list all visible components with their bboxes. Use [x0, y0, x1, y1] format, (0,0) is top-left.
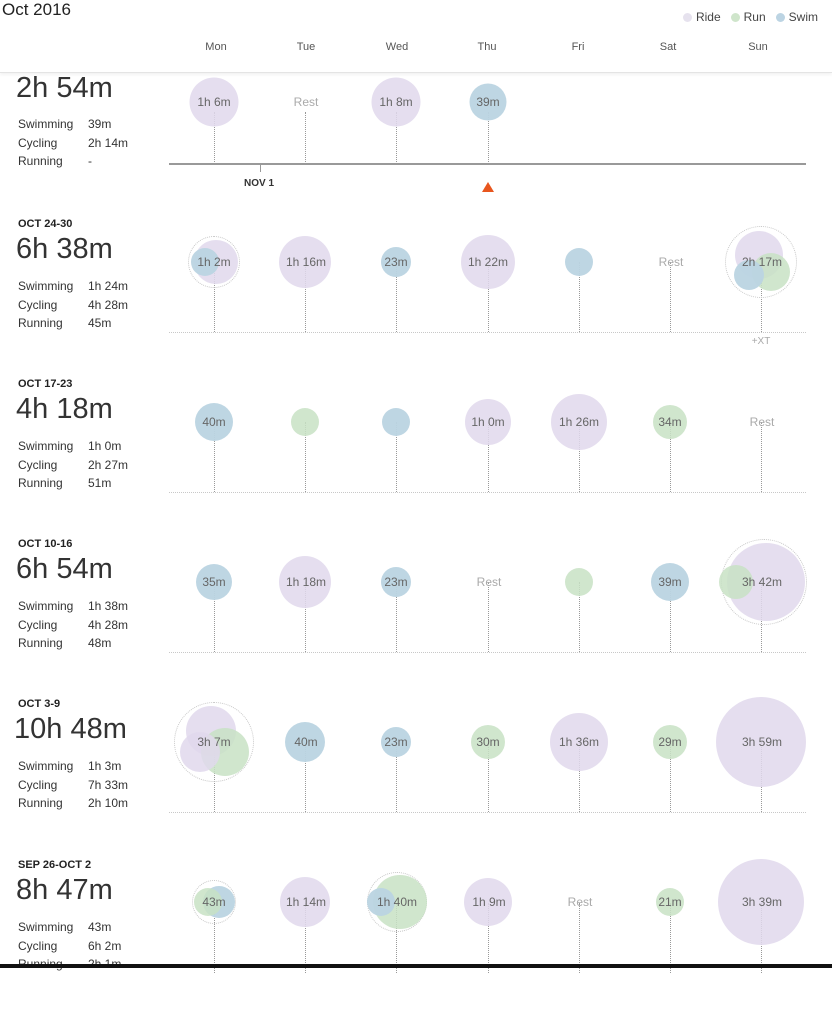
- workout-bubble[interactable]: [719, 565, 753, 599]
- week-baseline: [169, 492, 806, 493]
- week-row: OCT 3-9 10h 48m Swimming 1h 3m Cycling 7h …: [0, 697, 832, 858]
- workout-bubble[interactable]: [382, 408, 410, 436]
- workout-bubble[interactable]: [718, 859, 804, 945]
- workout-bubble[interactable]: [464, 878, 512, 926]
- week-stats: Swimming 1h 38m Cycling 4h 28m Running 48m: [18, 599, 129, 650]
- day-header-thu: Thu: [477, 41, 497, 53]
- day-header-wed: Wed: [385, 41, 409, 53]
- week-baseline: [169, 812, 806, 813]
- rest-day: Rest: [293, 95, 319, 109]
- week-total: 2h 54m: [16, 72, 113, 104]
- workout-bubble[interactable]: [367, 888, 395, 916]
- rest-day: Rest: [749, 415, 775, 429]
- week-row: SEP 26-OCT 2 8h 47m Swimming 43m Cycling 6…: [0, 859, 832, 1019]
- week-total: 4h 18m: [16, 393, 113, 425]
- workout-bubble[interactable]: [189, 77, 239, 127]
- week-baseline: [169, 652, 806, 653]
- week-label: SEP 26-OCT 2: [18, 859, 92, 871]
- workout-bubble[interactable]: [716, 697, 806, 787]
- week-stats: Swimming 1h 0m Cycling 2h 27m Running 51m: [18, 439, 129, 490]
- workout-bubble[interactable]: [194, 888, 222, 916]
- workout-bubble[interactable]: [180, 732, 220, 772]
- workout-bubble[interactable]: [279, 236, 331, 288]
- workout-bubble[interactable]: [565, 568, 593, 596]
- today-marker-icon: [482, 182, 494, 192]
- workout-bubble[interactable]: [381, 567, 411, 597]
- week-row: OCT 17-23 4h 18m Swimming 1h 0m Cycling 2h…: [0, 378, 832, 538]
- workout-bubble[interactable]: [280, 877, 330, 927]
- day-header-sat: Sat: [659, 41, 677, 53]
- workout-bubble[interactable]: [279, 556, 331, 608]
- workout-bubble[interactable]: [195, 403, 233, 441]
- rest-day: Rest: [567, 895, 593, 909]
- workout-bubble[interactable]: [471, 725, 505, 759]
- current-week: 2h 54m Swimming 39m Cycling 2h 14m Running…: [0, 72, 832, 232]
- month-title: Oct 2016: [2, 0, 71, 19]
- week-total: 6h 38m: [16, 233, 113, 265]
- week-row: OCT 24-30 6h 38m Swimming 1h 24m Cycling 4…: [0, 218, 832, 378]
- week-baseline: [169, 163, 806, 165]
- workout-bubble[interactable]: [461, 235, 515, 289]
- week-baseline: [169, 332, 806, 333]
- day-header-mon: Mon: [205, 41, 227, 53]
- week-label: OCT 10-16: [18, 538, 73, 550]
- run-dot-icon: [730, 12, 740, 22]
- week-label: OCT 3-9: [18, 698, 61, 710]
- day-header-sun: Sun: [748, 41, 768, 53]
- workout-bubble[interactable]: [653, 405, 687, 439]
- workout-bubble[interactable]: [381, 727, 411, 757]
- legend-ride: Ride: [682, 10, 721, 24]
- workout-bubble[interactable]: [469, 83, 507, 121]
- week-total: 8h 47m: [16, 874, 113, 906]
- swim-dot-icon: [775, 12, 785, 22]
- week-stats: Swimming 1h 24m Cycling 4h 28m Running 45m: [18, 279, 129, 330]
- workout-bubble[interactable]: [285, 722, 325, 762]
- legend: Ride Run Swim: [682, 10, 818, 24]
- rest-day: Rest: [658, 255, 684, 269]
- workout-bubble[interactable]: [656, 888, 684, 916]
- workout-bubble[interactable]: [653, 725, 687, 759]
- calendar-header: Oct 2016 Ride Run Swim Mon Tue Wed Thu F…: [0, 0, 832, 73]
- week-label: OCT 24-30: [18, 218, 73, 230]
- workout-bubble[interactable]: [371, 77, 421, 127]
- week-total: 6h 54m: [16, 553, 113, 585]
- workout-bubble[interactable]: [734, 260, 764, 290]
- workout-bubble[interactable]: [191, 248, 219, 276]
- bottom-border: [0, 964, 832, 968]
- workout-bubble[interactable]: [465, 399, 511, 445]
- month-marker: NOV 1: [244, 178, 275, 189]
- week-label: OCT 17-23: [18, 378, 73, 390]
- week-stats: Swimming 39m Cycling 2h 14m Running -: [18, 117, 129, 168]
- workout-bubble[interactable]: [381, 247, 411, 277]
- legend-run: Run: [730, 10, 766, 24]
- week-stats: Swimming 1h 3m Cycling 7h 33m Running 2h 10…: [18, 759, 129, 810]
- workout-bubble[interactable]: [550, 713, 608, 771]
- workout-bubble[interactable]: [196, 564, 232, 600]
- day-header-tue: Tue: [296, 41, 316, 53]
- workout-bubble[interactable]: [565, 248, 593, 276]
- day-header-fri: Fri: [571, 41, 585, 53]
- workout-bubble[interactable]: [551, 394, 607, 450]
- cross-training-link[interactable]: +XT: [751, 336, 771, 347]
- week-total: 10h 48m: [14, 713, 127, 745]
- workout-bubble[interactable]: [291, 408, 319, 436]
- week-row: OCT 10-16 6h 54m Swimming 1h 38m Cycling 4…: [0, 538, 832, 698]
- workout-bubble[interactable]: [651, 563, 689, 601]
- ride-dot-icon: [682, 12, 692, 22]
- rest-day: Rest: [476, 575, 502, 589]
- legend-swim: Swim: [775, 10, 818, 24]
